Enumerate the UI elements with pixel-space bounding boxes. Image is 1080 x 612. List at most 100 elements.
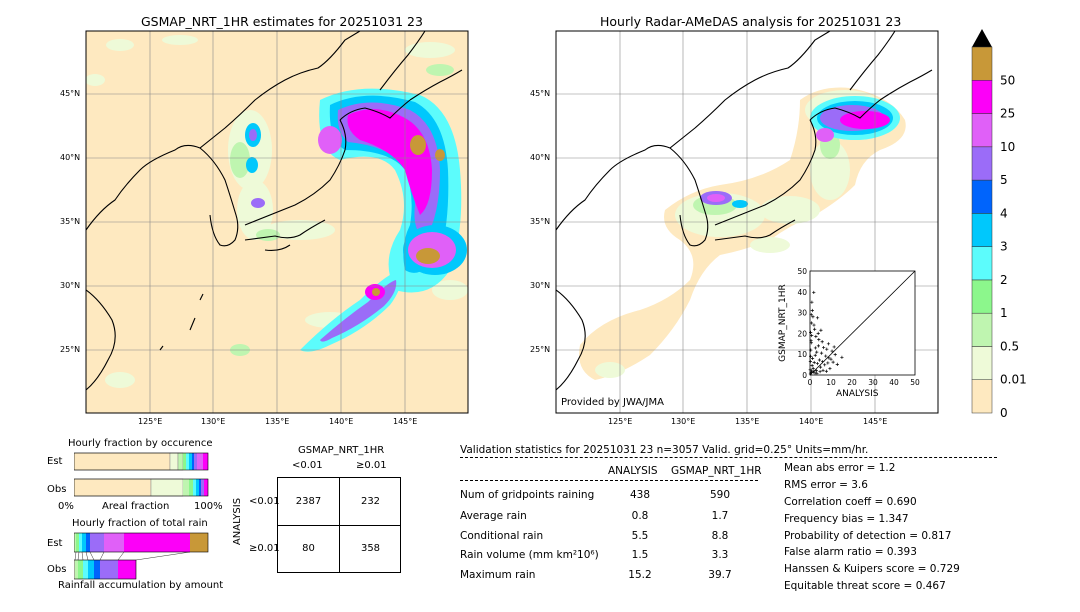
- scatter-point: [822, 345, 826, 350]
- scatter-point: [815, 371, 819, 375]
- right-lon-tick-135: 135°E: [735, 417, 760, 426]
- scatter-y-tick: 30: [797, 309, 807, 318]
- validation-header: Validation statistics for 20251031 23 n=…: [460, 444, 869, 456]
- contingency-cell-01: 232: [360, 496, 381, 507]
- scatter-point: [810, 333, 814, 338]
- scatter-x-tick: 20: [847, 378, 857, 387]
- right-map-title: Hourly Radar-AMeDAS analysis for 2025103…: [600, 14, 902, 29]
- colorbar-tick-label: 5: [1000, 173, 1008, 187]
- score-hk: Hanssen & Kuipers score = 0.729: [784, 563, 960, 575]
- scatter-point: [809, 354, 813, 358]
- contingency-row-lt: <0.01: [249, 496, 280, 507]
- scatter-point: [816, 331, 820, 335]
- score-far: False alarm ratio = 0.393: [784, 546, 917, 558]
- scatter-point: [812, 360, 816, 365]
- scatter-point: [828, 366, 832, 371]
- left-lat-tick-35: 35°N: [60, 217, 81, 226]
- left-map-frame: [85, 30, 469, 414]
- occurrence-axis-left: 0%: [58, 501, 74, 512]
- scatter-ylabel: GSMAP_NRT_1HR: [777, 284, 788, 362]
- contingency-row-axis: ANALYSIS: [232, 497, 244, 546]
- scatter-point: [814, 334, 818, 339]
- scatter-y-tick: 20: [797, 329, 807, 338]
- scatter-point: [815, 350, 819, 354]
- colorbar-swatch: [971, 312, 993, 347]
- scatter-point: [813, 353, 817, 357]
- colorbar-tick-label: 0.5: [1000, 339, 1019, 353]
- scatter-point: [813, 346, 818, 350]
- contingency-cell-11: 358: [360, 543, 381, 554]
- scatter-point: [824, 354, 828, 358]
- validation-row-label: Maximum rain: [460, 569, 536, 581]
- right-lon-tick-140: 140°E: [799, 417, 824, 426]
- validation-row-analysis: 5.5: [631, 530, 649, 542]
- scatter-point: [815, 361, 819, 366]
- scatter-point: [819, 328, 823, 332]
- scatter-point: [826, 361, 830, 365]
- occurrence-est-bar: [74, 452, 209, 471]
- scatter-point: [818, 370, 822, 374]
- total-rain-obs-bar: [74, 559, 137, 580]
- colorbar-tick-label: 1: [1000, 306, 1008, 320]
- scatter-point: [827, 356, 831, 360]
- scatter-point: [812, 323, 816, 327]
- occurrence-axis-right: 100%: [194, 501, 223, 512]
- scatter-point: [818, 365, 823, 369]
- scatter-point: [824, 369, 828, 373]
- scatter-point: [835, 362, 839, 366]
- scatter-point: [817, 338, 821, 342]
- scatter-point: [811, 366, 815, 370]
- scatter-point: [825, 347, 829, 351]
- scatter-point: [826, 342, 831, 346]
- scatter-point: [833, 353, 837, 357]
- left-lon-tick-145: 145°E: [393, 417, 418, 426]
- colorbar-tick-label: 25: [1000, 107, 1015, 121]
- score-rmse: RMS error = 3.6: [784, 479, 868, 491]
- validation-row-gsmap: 3.3: [711, 549, 729, 561]
- colorbar-swatch: [971, 113, 993, 148]
- colorbar-swatch: [971, 246, 993, 281]
- left-lat-tick-30: 30°N: [60, 281, 81, 290]
- left-lat-tick-25: 25°N: [60, 345, 81, 354]
- occurrence-title: Hourly fraction by occurence: [68, 438, 213, 449]
- total-rain-footer: Rainfall accumulation by amount: [58, 580, 224, 591]
- scatter-point: [821, 368, 825, 373]
- colorbar-swatch: [971, 46, 993, 81]
- scatter-y-tick: 0: [802, 371, 807, 380]
- scatter-point: [809, 330, 813, 334]
- colorbar-tick-label: 0: [1000, 406, 1008, 420]
- occurrence-est-label: Est: [47, 456, 63, 467]
- validation-row-analysis: 15.2: [628, 569, 652, 581]
- right-lat-tick-45: 45°N: [530, 89, 551, 98]
- validation-row-analysis: 438: [629, 489, 651, 501]
- right-lat-tick-30: 30°N: [530, 281, 551, 290]
- scatter-point: [813, 371, 817, 375]
- validation-row-label: Rain volume (mm km²10⁶): [460, 549, 599, 561]
- validation-col-analysis: ANALYSIS: [608, 465, 658, 477]
- colorbar-extend-arrow: [972, 29, 992, 47]
- right-map-coastlines: [556, 31, 933, 391]
- contingency-row-ge: ≥0.01: [249, 543, 280, 554]
- validation-row-analysis: 0.8: [631, 510, 649, 522]
- occurrence-obs-label: Obs: [47, 484, 67, 495]
- colorbar-tick-label: 3: [1000, 240, 1008, 254]
- left-map-rain-field: [86, 35, 468, 388]
- contingency-cell-hit-miss-00: 2387: [295, 496, 322, 507]
- scatter-point: [831, 360, 835, 364]
- scatter-point: [830, 349, 834, 353]
- validation-header-rule: [460, 457, 997, 458]
- left-lon-tick-125: 125°E: [138, 417, 163, 426]
- scatter-point: [832, 345, 836, 349]
- score-pod: Probability of detection = 0.817: [784, 530, 952, 542]
- scatter-point: [817, 358, 822, 362]
- score-ets: Equitable threat score = 0.467: [784, 580, 946, 592]
- scatter-point: [809, 321, 814, 325]
- validation-col-rule: [460, 480, 758, 481]
- total-rain-est-label: Est: [47, 538, 63, 549]
- scatter-point: [823, 363, 827, 367]
- scatter-point: [809, 348, 813, 352]
- scatter-point: [812, 290, 816, 295]
- contingency-title: GSMAP_NRT_1HR: [298, 445, 385, 456]
- colorbar-tick-label: 10: [1000, 140, 1015, 154]
- scatter-point: [814, 369, 818, 373]
